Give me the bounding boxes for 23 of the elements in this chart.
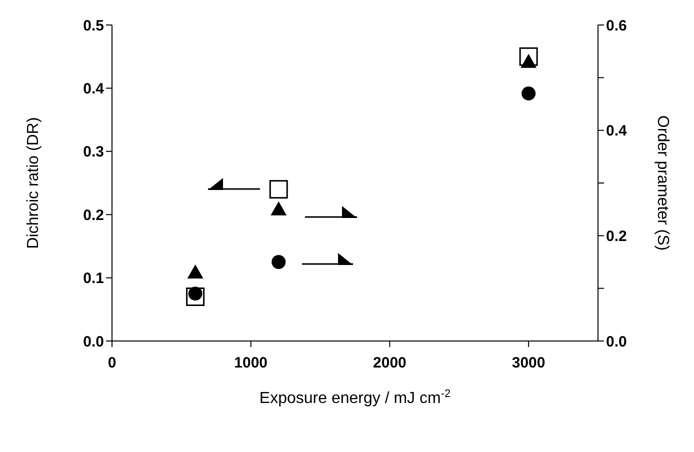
y2-tick-label: 0.2 (606, 228, 627, 245)
y-tick-label: 0.4 (83, 80, 105, 98)
y-tick-label: 0.0 (83, 333, 104, 350)
x-axis-title: Exposure energy / mJ cm$^{-2}$ (259, 388, 451, 407)
y2-axis-title: Order prameter (S) (654, 115, 671, 251)
y2-tick-label: 0.4 (606, 122, 628, 140)
y-tick-label: 0.5 (83, 17, 104, 34)
y2-tick-label: 0.6 (606, 17, 627, 34)
y-tick-label: 0.1 (83, 270, 104, 288)
x-tick-label: 2000 (373, 354, 406, 372)
point (272, 255, 286, 269)
x-tick-label: 0 (108, 354, 116, 372)
point (270, 201, 287, 216)
point (269, 180, 288, 199)
point (522, 86, 536, 100)
y-tick-label: 0.3 (83, 144, 104, 161)
x-tick-label: 1000 (234, 354, 268, 372)
point (187, 264, 204, 279)
y2-tick-label: 0.0 (606, 333, 627, 350)
y-tick-label: 0.2 (83, 206, 104, 224)
y-axis-title: Dichroic ratio (DR) (25, 117, 42, 249)
point (520, 54, 537, 68)
x-tick-label: 3000 (512, 354, 546, 372)
